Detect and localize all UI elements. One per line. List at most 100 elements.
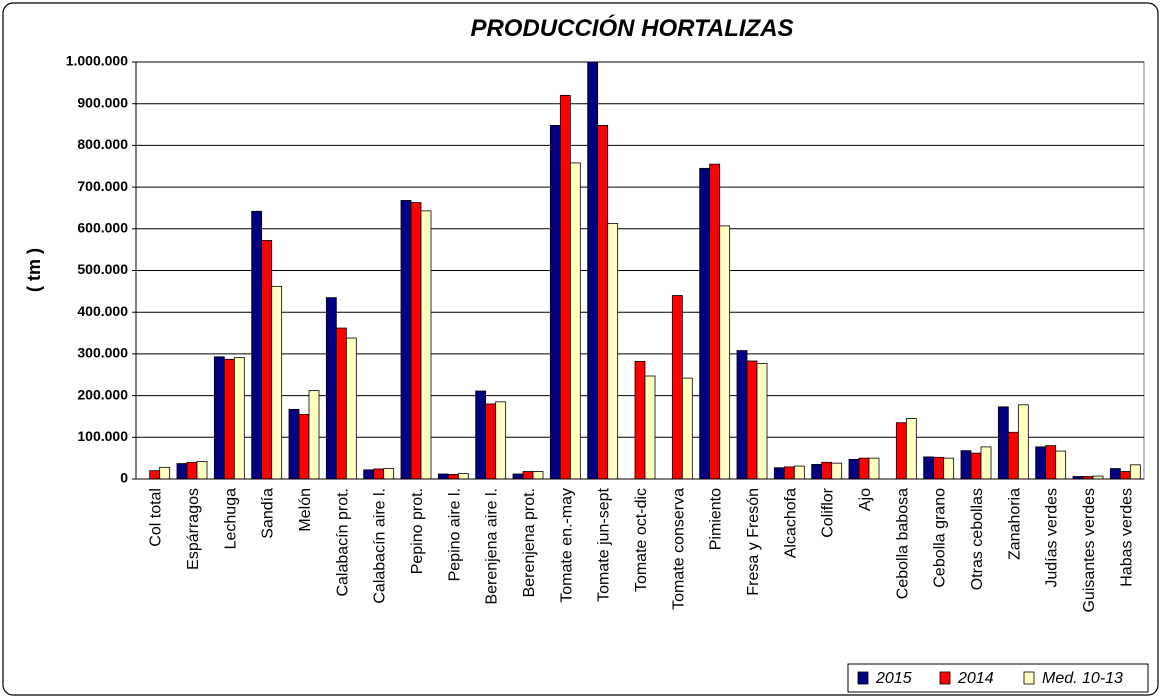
bar (559, 94, 571, 480)
legend-label: 2014 (957, 670, 994, 687)
bar (831, 462, 843, 480)
legend-label: Med. 10-13 (1042, 670, 1123, 687)
bar (298, 413, 310, 480)
bar (325, 297, 337, 480)
y-tick-label: 600.000 (77, 220, 128, 236)
legend-swatch (939, 671, 951, 685)
bar (512, 473, 524, 480)
bar (1035, 446, 1047, 480)
bar (437, 473, 449, 480)
bar (176, 463, 188, 480)
bar (522, 471, 534, 480)
y-tick-label: 400.000 (77, 303, 128, 319)
bar (457, 473, 469, 480)
y-tick-label: 1.000.000 (66, 53, 128, 69)
bar (420, 210, 432, 480)
bar (634, 361, 646, 480)
bar (186, 461, 198, 480)
bar (251, 210, 263, 480)
bar (569, 162, 581, 480)
x-tick-label: Cebolla babosa (894, 488, 911, 599)
x-tick-label: Guisantes verdes (1081, 488, 1098, 613)
bar (858, 457, 870, 480)
x-tick-label: Ajo (857, 488, 874, 511)
x-tick-label: Pepino aire l. (446, 488, 463, 581)
bar (960, 450, 972, 480)
bar (868, 457, 880, 480)
bar (1017, 404, 1029, 480)
bar (671, 295, 683, 480)
bar (895, 422, 907, 480)
bar (1055, 450, 1067, 480)
x-tick-label: Calabacín aire l. (372, 488, 389, 604)
bar (821, 461, 833, 480)
x-tick-label: Coliflor (820, 487, 837, 537)
bar (644, 375, 656, 480)
y-tick-label: 100.000 (77, 428, 128, 444)
bar (756, 363, 768, 480)
chart-title: PRODUCCIÓN HORTALIZAS (470, 14, 793, 42)
bar (475, 390, 487, 480)
x-tick-label: Tomate conserva (670, 488, 687, 610)
bar (681, 377, 693, 480)
bar (746, 360, 758, 480)
bar (699, 167, 711, 480)
x-tick-label: Cebolla grano (932, 488, 949, 588)
bar (1045, 445, 1057, 480)
x-tick-label: Berenjena aire l. (484, 488, 501, 605)
legend-swatch (1023, 671, 1035, 685)
bar (532, 471, 544, 480)
x-tick-label: Lechuga (222, 488, 239, 549)
bar (271, 285, 283, 480)
x-tick-label: Tomate en.-may (558, 488, 575, 603)
bar (400, 200, 412, 480)
y-tick-label: 500.000 (77, 261, 128, 277)
bar (196, 461, 208, 480)
bar (159, 466, 171, 480)
bar (1007, 431, 1019, 480)
bar (607, 222, 619, 480)
bar (587, 61, 599, 480)
x-tick-label: Melón (297, 488, 314, 532)
x-tick-label: Pepino prot. (409, 488, 426, 574)
bar (1129, 464, 1141, 480)
x-tick-label: Zanahoria (1006, 488, 1023, 560)
x-tick-label: Judías verdes (1044, 488, 1061, 588)
bar (783, 466, 795, 480)
bar (373, 468, 385, 480)
bar (597, 124, 609, 480)
legend-box (847, 663, 1149, 693)
y-tick-label: 300.000 (77, 345, 128, 361)
bar (485, 403, 497, 480)
bar (933, 456, 945, 480)
x-tick-label: Tomate jun-sept (596, 487, 613, 601)
y-tick-label: 200.000 (77, 386, 128, 402)
bar (943, 457, 955, 480)
bar (447, 474, 459, 480)
bar (261, 240, 273, 480)
x-tick-label: Berenjena prot. (521, 488, 538, 597)
bar (308, 390, 320, 480)
x-tick-label: Tomate oct-dic (633, 488, 650, 592)
y-tick-label: 800.000 (77, 136, 128, 152)
bar (149, 470, 161, 480)
bar (223, 358, 235, 480)
bar (905, 418, 917, 480)
y-tick-label: 700.000 (77, 178, 128, 194)
x-tick-label: Pimiento (708, 488, 725, 550)
x-tick-label: Espárragos (185, 488, 202, 570)
bar (719, 225, 731, 480)
bar (410, 202, 422, 480)
x-tick-label: Habas verdes (1118, 488, 1135, 587)
x-tick-label: Alcachofa (782, 488, 799, 558)
bar (980, 446, 992, 480)
bar (549, 124, 561, 480)
y-axis-label: ( tm ) (24, 248, 44, 292)
bar (709, 163, 721, 480)
bar (335, 327, 347, 480)
x-tick-label: Otras cebollas (969, 488, 986, 590)
bar (233, 357, 245, 480)
bar (363, 469, 375, 480)
bar (793, 465, 805, 480)
